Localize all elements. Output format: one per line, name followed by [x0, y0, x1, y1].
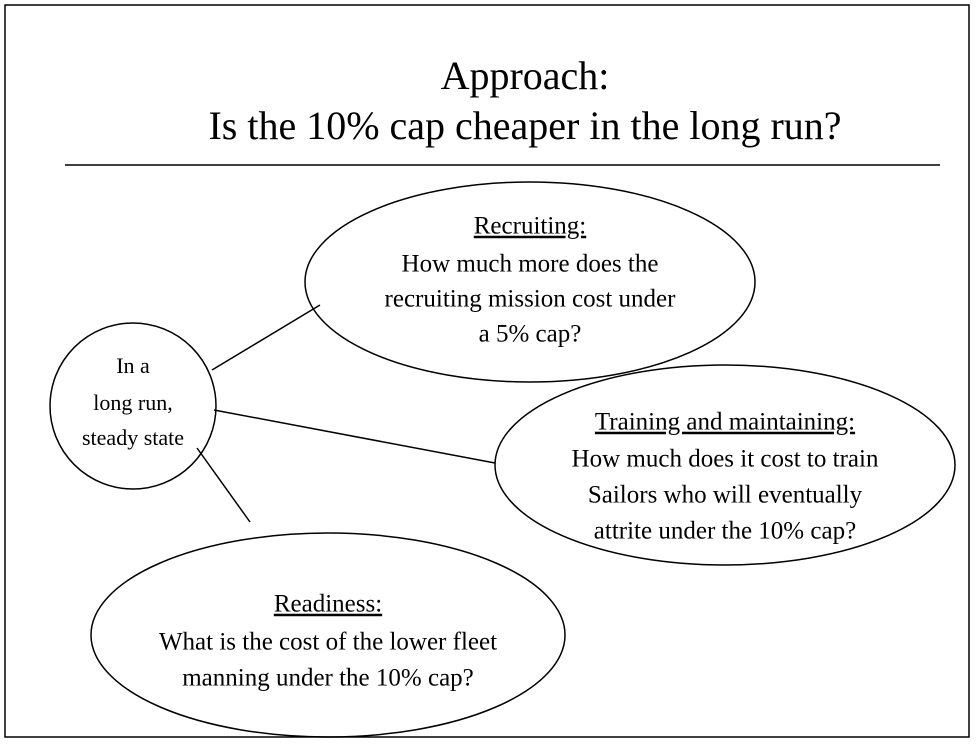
center-text: In a: [116, 353, 150, 378]
center-node: [49, 322, 217, 490]
slide-border: [4, 4, 970, 738]
title-line: Approach:: [441, 53, 610, 98]
node-text: a 5% cap?: [479, 321, 582, 348]
node-text: manning under the 10% cap?: [182, 665, 474, 692]
node-heading: Recruiting:: [474, 213, 586, 240]
node-text: recruiting mission cost under: [385, 286, 677, 313]
title-line: Is the 10% cap cheaper in the long run?: [208, 103, 841, 148]
node-text: How much does it cost to train: [572, 446, 879, 473]
connector: [213, 409, 496, 464]
center-text: steady state: [82, 425, 184, 450]
node-ellipse: [304, 181, 756, 383]
node-text: Sailors who will eventually: [588, 482, 863, 509]
node-text: attrite under the 10% cap?: [594, 518, 856, 545]
node-text: How much more does the: [402, 251, 659, 278]
connector: [196, 447, 251, 523]
connector: [211, 304, 321, 371]
node-heading: Readiness:: [274, 591, 382, 618]
node-heading: Training and maintaining:: [595, 409, 855, 436]
node-ellipse: [494, 364, 956, 566]
center-text: long run,: [93, 390, 172, 415]
node-ellipse: [90, 532, 566, 738]
node-text: What is the cost of the lower fleet: [159, 629, 497, 656]
